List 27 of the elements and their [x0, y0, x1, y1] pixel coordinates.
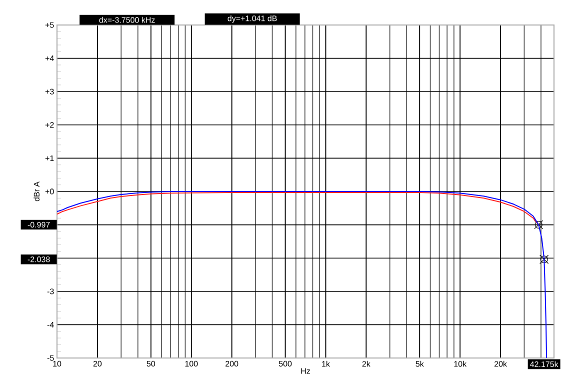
x-tick-label: 200: [226, 360, 238, 367]
text: dy=+1.041 dB: [228, 15, 277, 23]
y-tick-label: +5: [45, 22, 54, 28]
x-tick-label: 5k: [416, 360, 424, 367]
y-axis-title: dBr A: [34, 182, 40, 202]
y-tick-label: +1: [45, 155, 54, 161]
y-tick-label: +4: [45, 56, 54, 62]
text: -2.038: [28, 256, 50, 262]
x-tick-label: 10k: [454, 360, 467, 367]
x-tick-label: 100: [185, 360, 198, 367]
x-tick-label: 500: [278, 360, 292, 367]
x-tick-label: 10: [53, 360, 62, 367]
y-tick-label: +3: [45, 88, 54, 94]
x-tick-label: 2k: [362, 360, 370, 367]
x-tick-label: 50: [146, 360, 156, 367]
y-tick-label: -4: [47, 322, 54, 328]
text: -0.997: [28, 222, 50, 228]
x-tick-label: 20k: [494, 360, 507, 367]
x-tick-label: 20: [93, 360, 102, 367]
text: dx=-3.7500 kHz: [99, 16, 155, 23]
x-tick-label: 1k: [322, 360, 330, 367]
annotation: 42.175k: [530, 361, 558, 368]
y-tick-label: -5: [47, 355, 54, 361]
y-tick-label: +0: [45, 188, 54, 194]
y-tick-label: -3: [47, 288, 54, 294]
y-tick-label: +2: [45, 122, 54, 128]
x-axis-title: Hz: [301, 368, 310, 374]
